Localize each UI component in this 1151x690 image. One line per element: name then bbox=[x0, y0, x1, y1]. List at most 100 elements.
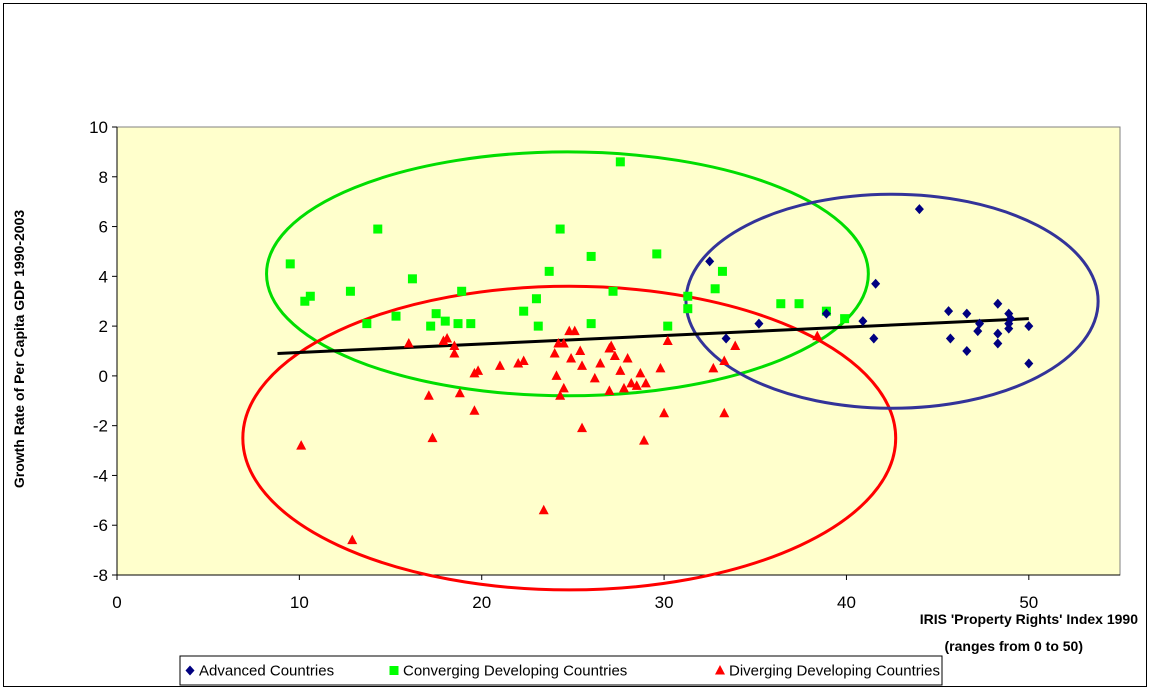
data-point bbox=[575, 345, 586, 355]
data-point bbox=[577, 422, 588, 433]
data-point bbox=[962, 308, 972, 319]
data-point bbox=[558, 382, 569, 393]
data-point bbox=[717, 266, 727, 276]
data-point bbox=[622, 352, 633, 363]
y-tick-label: -6 bbox=[93, 516, 108, 535]
data-point bbox=[683, 291, 693, 301]
legend-label: Converging Developing Countries bbox=[403, 663, 627, 680]
data-point bbox=[1024, 358, 1034, 369]
data-point bbox=[869, 333, 879, 344]
data-point bbox=[608, 286, 618, 296]
x-tick-label: 40 bbox=[837, 593, 856, 612]
data-point bbox=[640, 377, 651, 388]
y-tick-label: 8 bbox=[99, 168, 108, 187]
data-point bbox=[555, 224, 565, 234]
data-point bbox=[533, 321, 543, 331]
data-point bbox=[754, 318, 764, 329]
data-point bbox=[544, 266, 554, 276]
legend-box bbox=[179, 655, 943, 686]
data-point bbox=[403, 338, 414, 348]
data-point bbox=[285, 259, 295, 269]
cluster-ellipse-3 bbox=[684, 192, 1100, 410]
data-point bbox=[776, 299, 786, 309]
data-point bbox=[609, 350, 620, 360]
data-point bbox=[519, 306, 529, 316]
data-point bbox=[683, 304, 693, 314]
data-point bbox=[663, 321, 673, 331]
x-axis-title-line-2: (ranges from 0 to 50) bbox=[945, 638, 1083, 654]
data-point bbox=[457, 286, 467, 296]
data-point bbox=[305, 291, 315, 301]
data-point bbox=[449, 340, 460, 351]
data-point bbox=[407, 274, 417, 284]
data-point bbox=[453, 319, 463, 329]
data-point bbox=[300, 296, 310, 306]
data-point bbox=[719, 355, 730, 365]
legend-label: Advanced Countries bbox=[199, 663, 334, 680]
data-point bbox=[391, 311, 401, 321]
data-point bbox=[652, 249, 662, 259]
data-point bbox=[586, 251, 596, 261]
x-axis-title-line-1: IRIS 'Property Rights' Index 1990 bbox=[920, 611, 1138, 627]
x-tick-label: 30 bbox=[655, 593, 674, 612]
data-point bbox=[615, 365, 626, 375]
data-point bbox=[812, 330, 823, 341]
data-point bbox=[531, 294, 541, 304]
plot-background bbox=[116, 126, 1121, 576]
y-tick-label: 4 bbox=[99, 267, 108, 286]
data-point bbox=[993, 328, 1003, 339]
data-point bbox=[513, 357, 524, 368]
cluster-ellipse-2 bbox=[241, 284, 898, 592]
data-points bbox=[285, 157, 1034, 545]
data-point bbox=[730, 340, 741, 351]
data-point bbox=[373, 224, 383, 234]
data-point bbox=[794, 299, 804, 309]
y-tick-label: 6 bbox=[99, 218, 108, 237]
x-tick-label: 20 bbox=[472, 593, 491, 612]
data-point bbox=[427, 432, 438, 443]
data-point bbox=[549, 347, 560, 358]
legend-marker bbox=[185, 665, 195, 676]
data-point bbox=[566, 352, 577, 363]
data-point bbox=[466, 319, 476, 329]
data-point bbox=[442, 333, 453, 343]
y-axis-title: Growth Rate of Per Capita GDP 1990-2003 bbox=[11, 210, 27, 488]
data-point bbox=[993, 298, 1003, 309]
data-point bbox=[1024, 321, 1034, 332]
legend-marker bbox=[715, 665, 725, 675]
data-point bbox=[1006, 313, 1016, 324]
data-point bbox=[347, 534, 358, 545]
data-point bbox=[993, 338, 1003, 349]
cluster-ellipses bbox=[241, 150, 1100, 592]
data-point bbox=[454, 387, 465, 398]
data-point bbox=[914, 204, 924, 215]
data-point bbox=[569, 325, 580, 336]
data-point bbox=[858, 316, 868, 327]
data-point bbox=[973, 326, 983, 337]
data-point bbox=[655, 362, 666, 373]
data-point bbox=[821, 308, 831, 319]
data-point bbox=[345, 286, 355, 296]
data-point bbox=[494, 360, 505, 370]
data-point bbox=[586, 319, 596, 329]
data-point bbox=[705, 256, 715, 267]
data-point bbox=[551, 370, 562, 380]
data-point bbox=[538, 504, 549, 515]
data-point bbox=[423, 390, 434, 400]
data-point bbox=[708, 362, 719, 373]
data-point bbox=[945, 333, 955, 344]
data-point bbox=[721, 333, 731, 344]
data-point bbox=[662, 335, 673, 346]
cluster-ellipse-1 bbox=[265, 150, 870, 398]
data-point bbox=[710, 284, 720, 294]
x-tick-label: 50 bbox=[1019, 593, 1038, 612]
data-point bbox=[362, 319, 372, 329]
data-point bbox=[626, 377, 637, 388]
y-tick-label: 2 bbox=[99, 317, 108, 336]
data-point bbox=[840, 314, 850, 324]
data-point bbox=[473, 365, 484, 375]
data-point bbox=[577, 360, 588, 370]
legend-label: Diverging Developing Countries bbox=[729, 663, 940, 680]
legend: Advanced Countries Converging Developing … bbox=[179, 655, 943, 686]
data-point bbox=[595, 357, 606, 368]
